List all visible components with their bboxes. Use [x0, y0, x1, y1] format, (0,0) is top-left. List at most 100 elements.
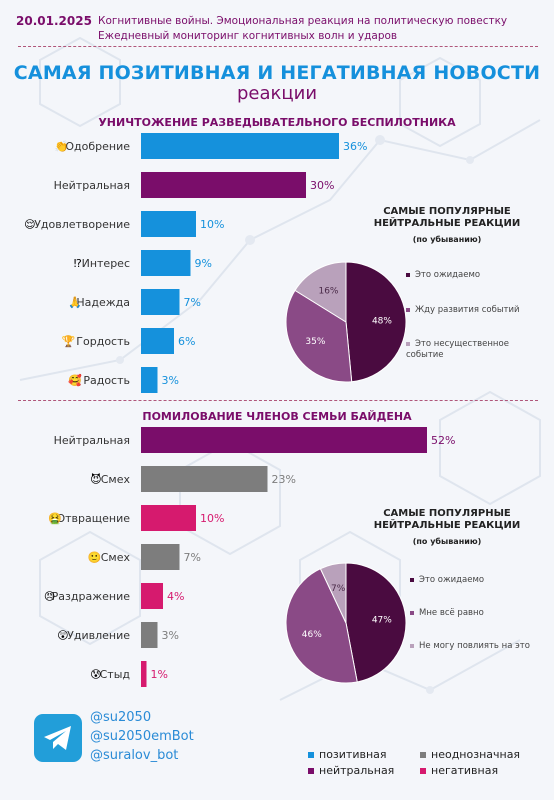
value-label: 36%: [343, 140, 367, 153]
chart-1-title: УНИЧТОЖЕНИЕ РАЗВЕДЫВАТЕЛЬНОГО БЕСПИЛОТНИ…: [98, 116, 456, 129]
handle-link[interactable]: @su2050emBot: [90, 729, 194, 744]
value-label: 9%: [195, 257, 212, 270]
category-label: Надежда: [76, 296, 130, 309]
value-label: 6%: [178, 335, 195, 348]
category-label: Удовлетворение: [34, 218, 130, 231]
bar: [141, 583, 163, 609]
value-label: 23%: [272, 473, 296, 486]
legend-swatch: [406, 307, 410, 312]
emoji-icon: 🙂: [88, 551, 102, 564]
category-label: Радость: [83, 374, 130, 387]
emoji-icon: 🙏: [68, 296, 82, 309]
emoji-icon: ⁉: [74, 257, 82, 270]
category-label: Отвращение: [56, 512, 130, 525]
slice-label: 7%: [331, 584, 346, 594]
value-label: 1%: [151, 668, 168, 681]
pie-2-title: САМЫЕ ПОПУЛЯРНЫЕ НЕЙТРАЛЬНЫЕ РЕАКЦИИ: [373, 508, 521, 531]
bar: [141, 661, 147, 687]
value-label: 4%: [167, 590, 184, 603]
emoji-icon: 😰: [90, 668, 101, 681]
bar: [141, 544, 180, 570]
legend-label: позитивная: [319, 748, 387, 761]
telegram-icon[interactable]: [34, 714, 82, 762]
bar-chart-pardon: Нейтральная 52%Смех😈 23%Отвращение🤮 10%Смех…: [44, 427, 455, 687]
bar: [141, 172, 306, 198]
legend-swatch: [406, 341, 410, 346]
pie-slice: [294, 261, 347, 323]
pie-1-legend-item: Это несущественное событие: [406, 339, 536, 361]
category-label: Нейтральная: [54, 434, 130, 447]
report-date: 20.01.2025: [16, 14, 92, 28]
slice-label: 46%: [302, 630, 322, 640]
legend-item-negative: негативная: [420, 764, 498, 777]
pie-chart-pardon: 47% 46% 7%: [285, 562, 407, 684]
chart-2-title: ПОМИЛОВАНИЕ ЧЛЕНОВ СЕМЬИ БАЙДЕНА: [142, 410, 412, 423]
pie-1-legend-item: Жду развития событий: [406, 305, 536, 316]
bar: [141, 427, 427, 453]
bar: [141, 466, 268, 492]
slice-label: 48%: [372, 316, 392, 326]
legend-label: негативная: [431, 764, 499, 777]
bar: [141, 328, 174, 354]
emoji-icon: 😲: [57, 629, 68, 642]
legend-swatch: [406, 272, 410, 277]
bar: [141, 133, 339, 159]
paper-plane-icon: [44, 726, 71, 750]
page-title: САМАЯ ПОЗИТИВНАЯ И НЕГАТИВНАЯ НОВОСТИ: [13, 62, 541, 84]
legend-swatch: [410, 610, 414, 615]
value-label: 30%: [310, 179, 334, 192]
pie-1-subtitle: (по убыванию): [412, 235, 482, 244]
handle-link[interactable]: @suralov_bot: [90, 748, 179, 763]
pie-slice: [285, 568, 358, 684]
pie-1-legend-label: Это несущественное событие: [406, 339, 509, 360]
pie-2-legend-label: Не могу повлиять на это: [419, 641, 530, 651]
pie-slice: [345, 562, 407, 683]
emoji-icon: 🥰: [68, 373, 82, 387]
value-label: 3%: [162, 629, 179, 642]
category-label: Стыд: [100, 668, 131, 681]
category-label: Нейтральная: [54, 179, 130, 192]
value-label: 52%: [431, 434, 455, 447]
pie-chart-drone: 48% 35% 16%: [285, 261, 407, 383]
category-label: Смех: [101, 551, 131, 564]
header-divider: [18, 46, 538, 47]
pie-1-title: САМЫЕ ПОПУЛЯРНЫЕ НЕЙТРАЛЬНЫЕ РЕАКЦИИ: [373, 206, 521, 229]
category-label: Интерес: [82, 257, 130, 270]
category-label: Удивление: [67, 629, 130, 642]
bar-chart-drone: Одобрение👏 36% Нейтральная 30% Удовлетворени…: [24, 133, 367, 393]
legend-item-ambiguous: неоднозначная: [420, 748, 520, 761]
pie-slice: [345, 261, 407, 383]
pie-1-legend-item: Это ожидаемо: [406, 270, 536, 281]
emoji-icon: 🤮: [48, 512, 62, 525]
handle-link[interactable]: @su2050: [90, 710, 152, 725]
value-label: 10%: [200, 512, 224, 525]
legend-item-neutral: нейтральная: [308, 764, 394, 777]
pie-2-subtitle: (по убыванию): [412, 537, 482, 546]
value-label: 7%: [184, 296, 201, 309]
pie-2-legend-item: Мне всё равно: [410, 608, 540, 619]
legend-swatch: [420, 768, 426, 774]
section-divider: [18, 400, 538, 401]
value-label: 10%: [200, 218, 224, 231]
legend-swatch: [308, 752, 314, 758]
bar: [141, 289, 180, 315]
emoji-icon: 👏: [55, 140, 69, 153]
header-line-1: Когнитивные войны. Эмоциональная реакция…: [98, 15, 508, 27]
category-label: Гордость: [76, 335, 130, 348]
emoji-icon: 😠: [44, 590, 55, 603]
pie-2-legend-label: Мне всё равно: [419, 608, 484, 618]
pie-1-legend-label: Жду развития событий: [415, 305, 520, 315]
legend-label: неоднозначная: [431, 748, 521, 761]
pie-slice: [285, 289, 353, 383]
category-label: Смех: [101, 473, 131, 486]
bar: [141, 250, 191, 276]
category-label: Одобрение: [65, 140, 130, 153]
emoji-icon: 😈: [90, 473, 101, 486]
slice-label: 47%: [372, 616, 392, 626]
value-label: 3%: [162, 374, 179, 387]
slice-label: 16%: [318, 287, 338, 297]
bar: [141, 367, 158, 393]
pie-slice: [319, 562, 347, 624]
page-subtitle: реакции: [236, 83, 318, 104]
legend-swatch: [420, 752, 426, 758]
